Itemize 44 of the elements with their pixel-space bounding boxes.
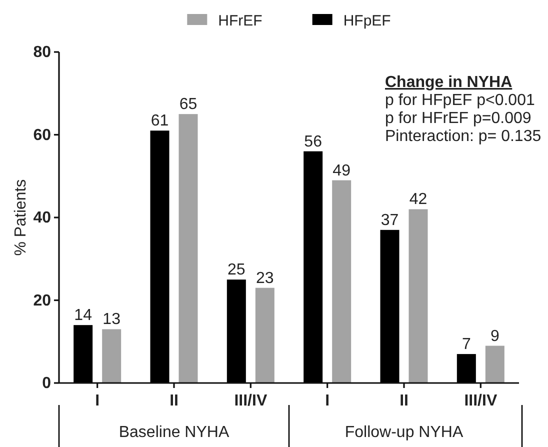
bar xyxy=(332,180,352,383)
y-tick-label: 0 xyxy=(42,375,52,392)
x-tick-label: I xyxy=(325,392,330,410)
annotation: p for HFrEF p=0.009 xyxy=(385,110,532,127)
data-label: 61 xyxy=(150,112,169,130)
bar xyxy=(102,329,122,383)
bar xyxy=(456,354,476,383)
bar xyxy=(150,130,170,383)
bar xyxy=(380,230,400,383)
bar xyxy=(226,280,246,383)
annotation: Pinteraction: p= 0.135 xyxy=(385,128,542,145)
y-tick-label: 60 xyxy=(33,126,52,144)
y-tick-label: 80 xyxy=(33,44,52,62)
x-tick-label: III/IV xyxy=(464,392,498,410)
bar xyxy=(255,288,274,383)
data-label: 25 xyxy=(228,262,246,279)
data-label: 7 xyxy=(462,336,471,354)
annotation: Change in NYHA xyxy=(385,74,513,91)
bar xyxy=(408,209,428,383)
x-tick-label: II xyxy=(170,392,178,410)
bar xyxy=(74,325,93,383)
data-label: 42 xyxy=(409,191,428,208)
data-label: 9 xyxy=(490,328,500,345)
data-label: 23 xyxy=(256,270,274,287)
data-label: 65 xyxy=(179,96,198,114)
data-label: 14 xyxy=(74,307,92,324)
data-label: 13 xyxy=(102,311,121,328)
bar xyxy=(304,151,323,383)
text: Follow-up NYHA xyxy=(344,424,464,441)
legend-label: HFpEF xyxy=(343,12,391,30)
y-tick-label: 20 xyxy=(33,292,52,310)
data-label: 56 xyxy=(304,133,322,150)
y-axis-title: % Patients xyxy=(12,179,30,256)
text: Baseline NYHA xyxy=(118,424,230,441)
y-tick-label: 40 xyxy=(33,210,52,227)
x-tick-label: II xyxy=(400,392,408,410)
bar xyxy=(178,114,198,383)
x-tick-label: III/IV xyxy=(234,392,268,410)
x-tick-label: I xyxy=(95,392,100,410)
legend-label: HFrEF xyxy=(218,12,262,30)
bar xyxy=(485,346,504,383)
data-label: 37 xyxy=(380,212,399,229)
data-label: 49 xyxy=(332,162,351,180)
annotation: p for HFpEF p<0.001 xyxy=(385,92,535,109)
